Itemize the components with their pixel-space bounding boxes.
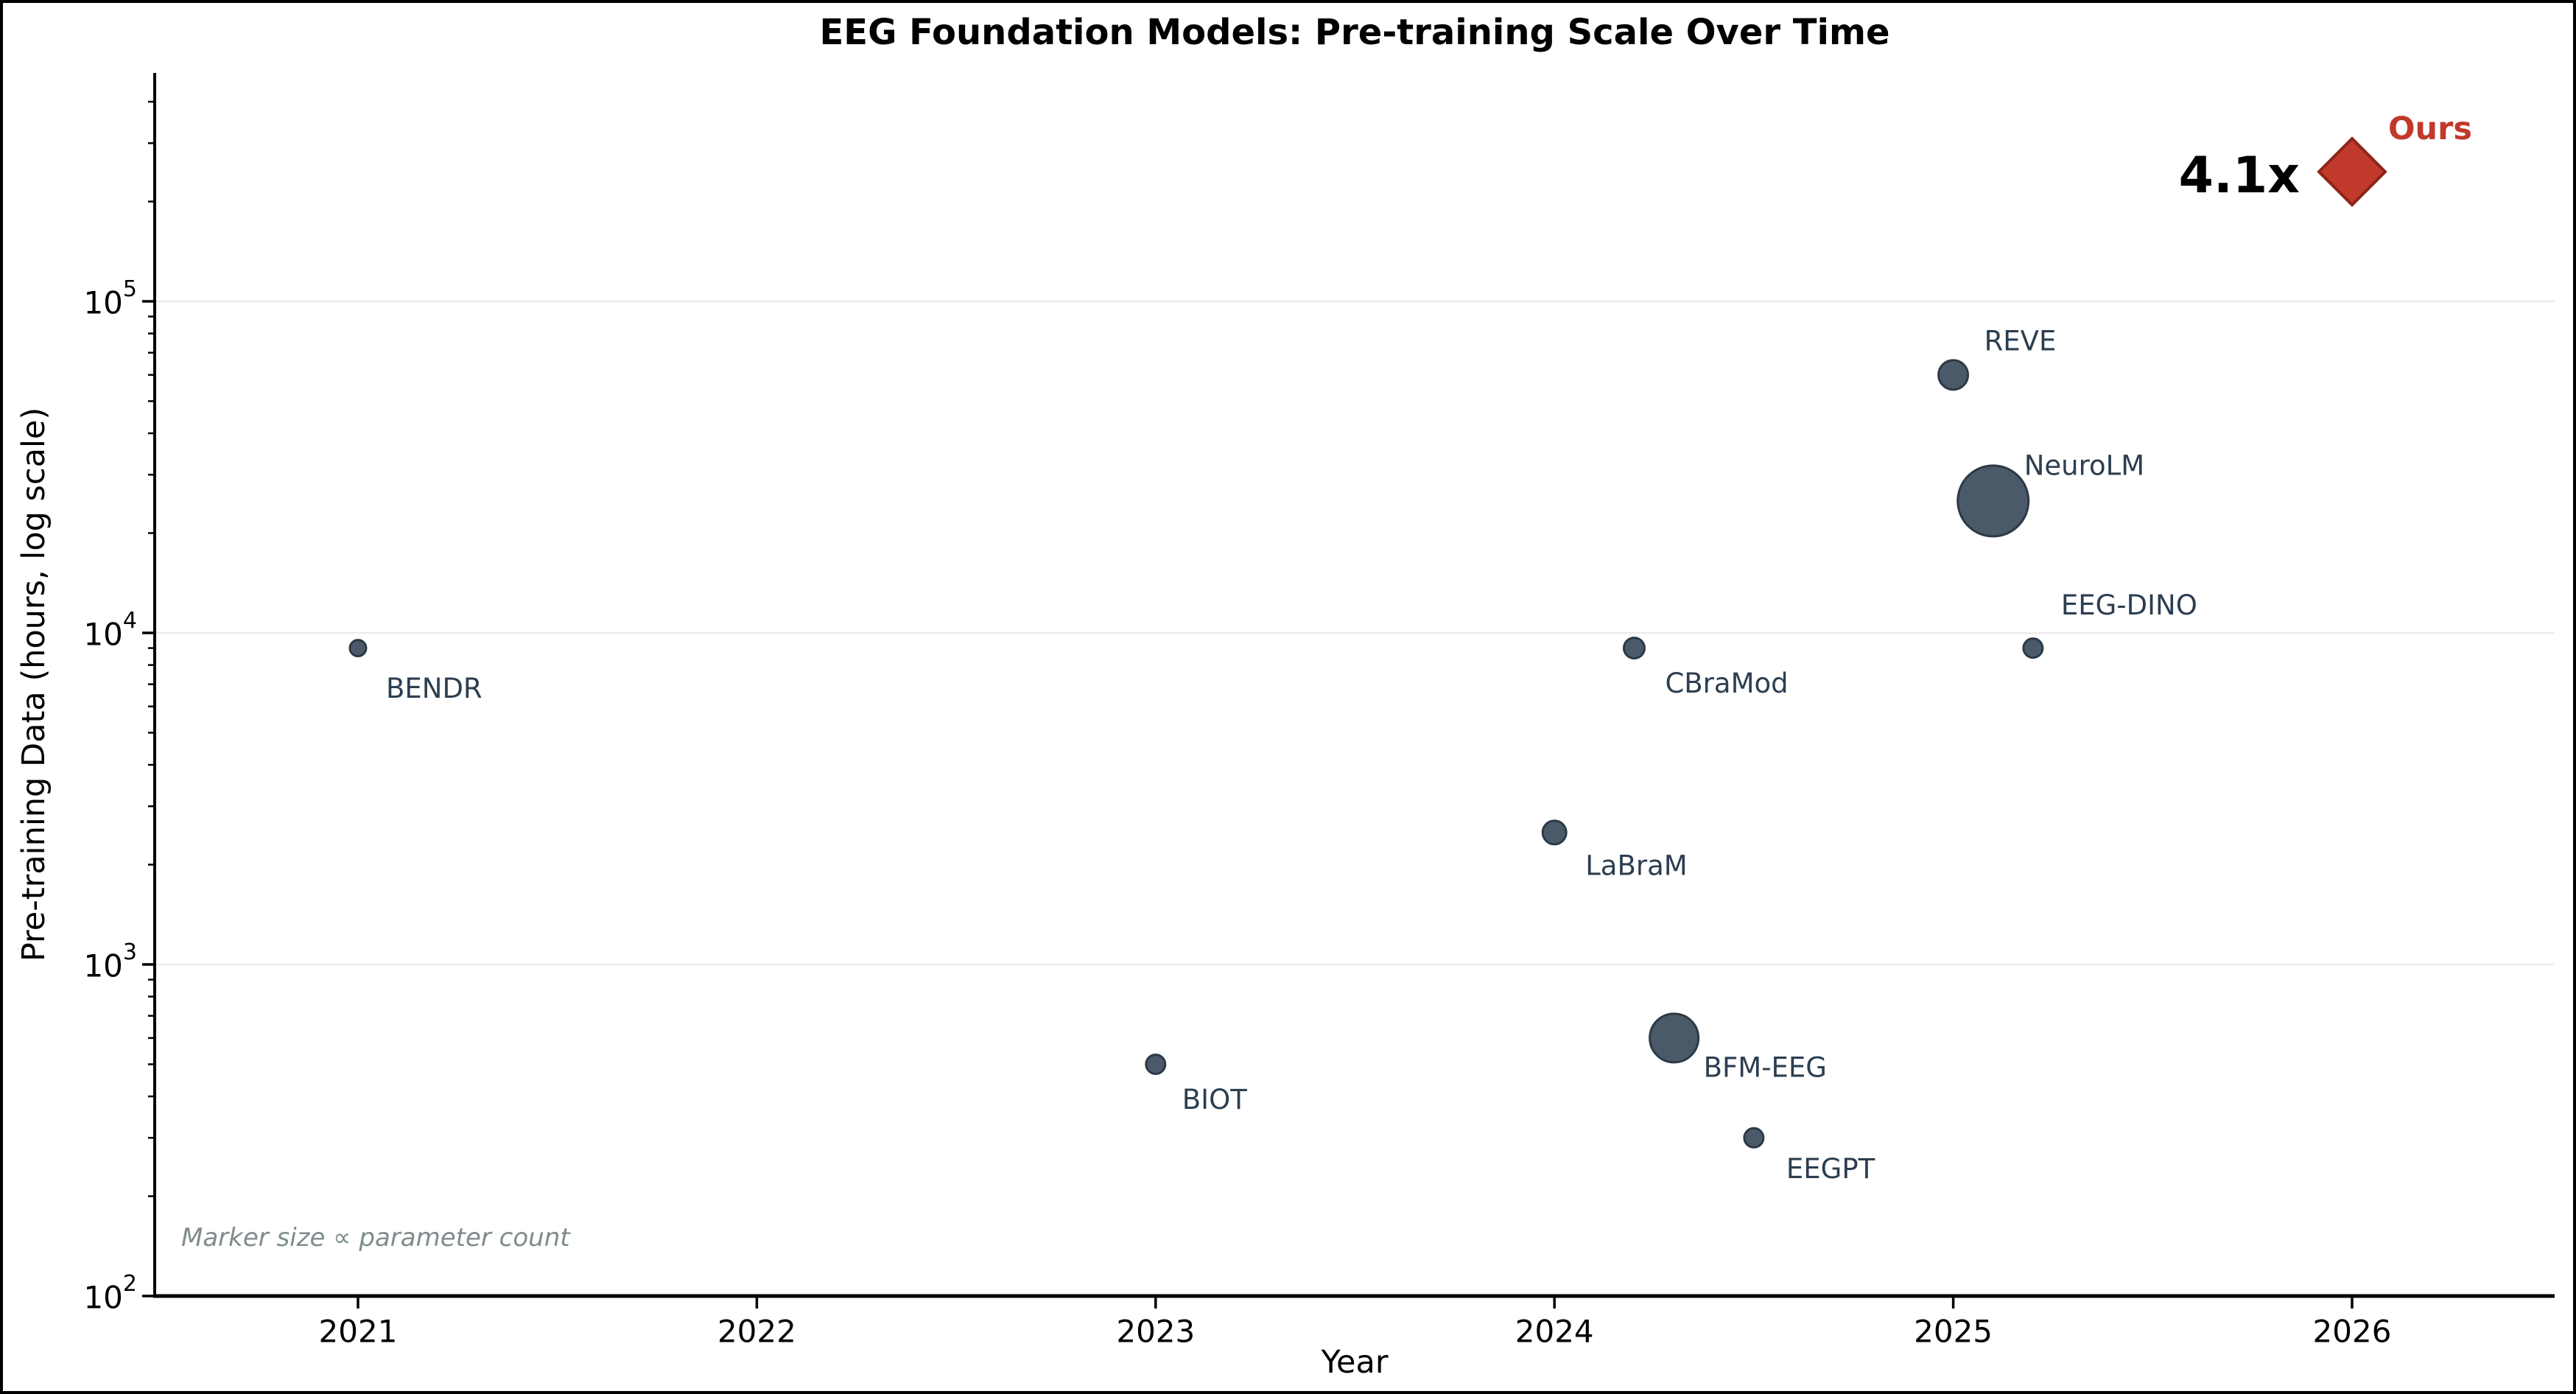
point-label-eeg-dino: EEG-DINO [2061, 589, 2197, 621]
x-tick-label: 2026 [2313, 1314, 2392, 1350]
x-tick-label: 2022 [717, 1314, 796, 1350]
data-point-labram [1541, 819, 1568, 846]
x-tick-label: 2024 [1515, 1314, 1594, 1350]
data-point-reve [1937, 359, 1970, 391]
point-label-biot: BIOT [1182, 1084, 1247, 1115]
data-point-eegpt [1743, 1127, 1765, 1149]
data-point-biot [1145, 1053, 1167, 1075]
y-axis-label: Pre-training Data (hours, log scale) [15, 407, 52, 962]
data-point-bendr [348, 639, 368, 658]
point-label-labram: LaBraM [1585, 850, 1687, 881]
x-tick-label: 2023 [1116, 1314, 1195, 1350]
y-tick-label: 104 [83, 608, 137, 653]
point-label-eegpt: EEGPT [1786, 1153, 1875, 1185]
data-point-eeg-dino [2022, 637, 2044, 659]
x-tick-label: 2021 [319, 1314, 398, 1350]
y-tick-label: 102 [83, 1271, 137, 1316]
data-point-neurolm [1956, 464, 2030, 538]
point-label-reve: REVE [1984, 325, 2057, 357]
y-tick-label: 105 [83, 276, 137, 321]
x-tick-label: 2025 [1914, 1314, 1993, 1350]
scatter-plot: 102 103 104 105 2021 2022 2023 2024 2025 2026 BEND… [83, 73, 2555, 1350]
point-label-cbramod: CBraMod [1665, 668, 1788, 699]
marker-size-note: Marker size ∝ parameter count [181, 1223, 570, 1253]
y-tick-label: 103 [83, 939, 137, 984]
data-point-bfm-eeg [1649, 1012, 1700, 1064]
point-label-bfm-eeg: BFM-EEG [1704, 1051, 1827, 1083]
ours-series-label: Ours [2388, 111, 2472, 147]
point-label-bendr: BENDR [386, 673, 482, 704]
chart-title: EEG Foundation Models: Pre-training Scal… [819, 12, 1890, 53]
data-point-ours-diamond [2317, 136, 2387, 207]
data-point-cbramod [1622, 637, 1646, 660]
x-axis-label: Year [1321, 1344, 1389, 1381]
ratio-annotation: 4.1x [2178, 147, 2300, 205]
point-label-neurolm: NeuroLM [2024, 449, 2144, 481]
